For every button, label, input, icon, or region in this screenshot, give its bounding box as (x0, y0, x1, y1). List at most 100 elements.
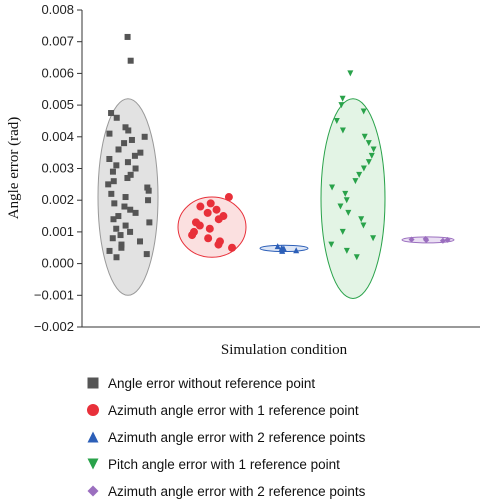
square-point (115, 213, 122, 220)
legend-item: Azimuth angle error with 2 reference poi… (87, 484, 366, 499)
square-point (122, 194, 129, 201)
triangle-down-point (338, 102, 345, 109)
x-axis-title: Simulation condition (221, 342, 348, 358)
triangle-down-point (333, 117, 340, 124)
legend: Angle error without reference point Azimu… (87, 376, 366, 499)
square-point (110, 216, 117, 223)
triangle-down-point (360, 165, 367, 172)
square-point (106, 155, 113, 162)
square-point (113, 114, 120, 121)
triangle-down-point (356, 171, 363, 178)
series-points (328, 70, 377, 261)
legend-label: Azimuth angle error with 2 reference poi… (108, 430, 366, 445)
circle-point (87, 404, 99, 416)
triangle-up-point (293, 247, 300, 254)
triangle-down-point (365, 140, 372, 147)
square-point (144, 184, 151, 191)
square-point (113, 254, 120, 261)
legend-label: Azimuth angle error with 1 reference poi… (108, 403, 359, 418)
y-tick-label: 0.003 (41, 161, 74, 176)
triangle-up-point (87, 431, 99, 443)
y-tick-label: −0.002 (34, 319, 74, 334)
square-point (117, 232, 124, 239)
triangle-down-point (370, 146, 377, 153)
square-point (113, 162, 120, 169)
circle-point (214, 215, 223, 224)
circle-point (203, 208, 212, 217)
legend-item: Azimuth angle error with 1 reference poi… (87, 403, 359, 418)
triangle-down-point (370, 235, 377, 242)
square-point (121, 203, 128, 210)
square-point (132, 209, 139, 216)
legend-item: Pitch angle error with 1 reference point (87, 457, 340, 472)
y-tick-label: 0.005 (41, 97, 74, 112)
legend-item: Azimuth angle error with 2 reference poi… (87, 430, 366, 445)
square-point (108, 190, 115, 197)
circle-point (204, 234, 213, 243)
square-point (145, 197, 152, 204)
circle-point (206, 199, 215, 208)
square-point (108, 110, 115, 117)
circle-point (195, 221, 204, 230)
y-axis-title: Angle error (rad) (6, 117, 22, 219)
square-point (124, 175, 131, 182)
triangle-down-point (360, 222, 367, 229)
triangle-down-point (87, 458, 99, 470)
square-point (113, 225, 120, 232)
square-point (109, 168, 116, 175)
triangle-up-point (274, 243, 281, 250)
diamond-point (439, 237, 446, 244)
square-point (111, 200, 118, 207)
triangle-down-point (342, 190, 349, 197)
circle-point (214, 240, 223, 249)
y-tick-label: 0.006 (41, 65, 74, 80)
triangle-down-point (343, 247, 350, 254)
triangle-down-point (347, 70, 354, 77)
square-point (145, 187, 152, 194)
y-tick-label: 0.002 (41, 192, 74, 207)
triangle-down-point (361, 133, 368, 140)
circle-point (224, 193, 233, 202)
square-point (87, 377, 99, 389)
triangle-down-point (345, 209, 352, 216)
square-point (127, 206, 134, 213)
circle-point (205, 224, 214, 233)
triangle-down-point (329, 184, 336, 191)
series-points (188, 193, 237, 252)
diamond-point (423, 237, 430, 244)
square-point (128, 136, 135, 143)
square-point (124, 33, 131, 40)
y-axis-ticks: 0.008 0.007 0.006 0.005 0.004 0.003 0.002 0.001… (34, 2, 82, 334)
square-point (106, 247, 113, 254)
y-tick-label: 0.007 (41, 34, 74, 49)
square-point (143, 251, 150, 258)
diamond-point (87, 485, 99, 497)
circle-point (188, 231, 197, 240)
circle-point (228, 243, 237, 252)
square-point (146, 219, 153, 226)
plot-area (97, 33, 455, 299)
triangle-down-point (339, 228, 346, 235)
square-point (132, 165, 139, 172)
series-points (105, 33, 153, 261)
legend-label: Angle error without reference point (108, 376, 315, 391)
square-point (115, 146, 122, 153)
triangle-down-point (343, 197, 350, 204)
triangle-down-point (353, 254, 360, 261)
triangle-down-point (365, 159, 372, 166)
triangle-down-point (360, 108, 367, 115)
y-tick-label: 0.008 (41, 2, 74, 17)
square-point (124, 159, 131, 166)
square-point (118, 241, 125, 248)
y-tick-label: 0.000 (41, 256, 74, 271)
square-point (127, 228, 134, 235)
square-point (125, 127, 132, 134)
confidence-ellipse (320, 98, 386, 299)
legend-item: Angle error without reference point (87, 376, 315, 391)
series-points (408, 235, 451, 244)
y-tick-label: 0.001 (41, 224, 74, 239)
series-points (274, 243, 300, 254)
circle-point (196, 202, 205, 211)
square-point (122, 124, 129, 131)
circle-point (212, 205, 221, 214)
